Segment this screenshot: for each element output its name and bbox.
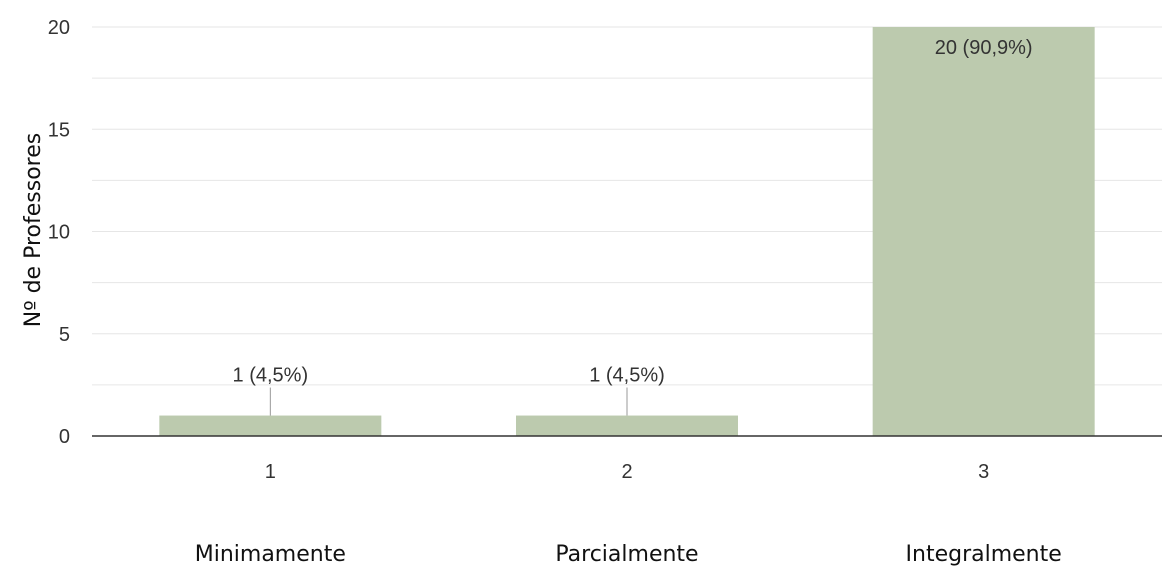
x-tick-label: 1 — [265, 461, 276, 483]
category-description: Parcialmente — [555, 542, 698, 567]
y-tick-label: 15 — [48, 119, 70, 141]
data-label: 20 (90,9%) — [935, 37, 1033, 59]
bar — [159, 415, 382, 436]
y-tick-label: 20 — [48, 17, 70, 39]
category-description: Minimamente — [195, 542, 346, 567]
gridlines — [92, 26, 1162, 386]
y-tick-label: 10 — [48, 222, 70, 244]
bars — [159, 27, 1095, 436]
y-tick-label: 0 — [59, 426, 70, 448]
x-tick-label: 2 — [621, 461, 632, 483]
category-description: Integralmente — [906, 542, 1062, 567]
bar — [516, 415, 738, 436]
data-label: 1 (4,5%) — [589, 365, 665, 387]
bar — [872, 27, 1095, 436]
labels: 0 5 10 15 20 1 (4,5%) 1 Minimamente 1 (4,5%) 2 Par… — [48, 17, 1062, 567]
y-axis-title: Nº de Professores — [21, 133, 46, 327]
x-tick-label: 3 — [978, 461, 989, 483]
data-label: 1 (4,5%) — [233, 365, 309, 387]
y-tick-label: 5 — [59, 324, 70, 346]
